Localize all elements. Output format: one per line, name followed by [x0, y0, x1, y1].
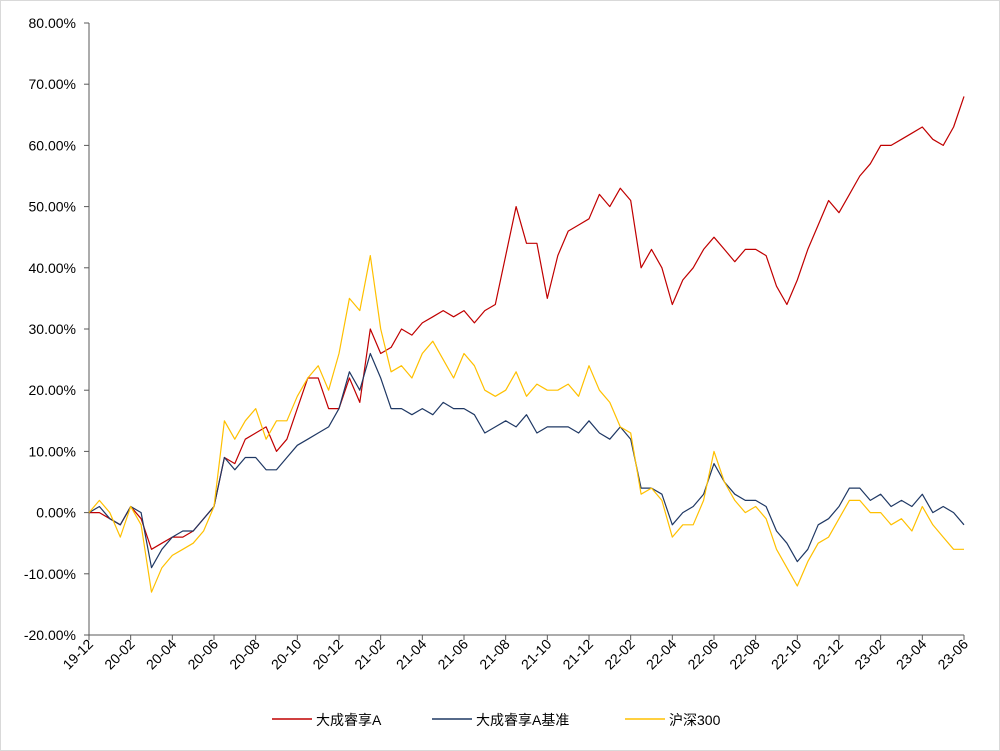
- x-tick-label: 21-10: [518, 636, 555, 673]
- x-tick-label: 22-06: [684, 636, 721, 673]
- y-tick-label: 60.00%: [29, 137, 76, 153]
- y-tick-label: 10.00%: [29, 443, 76, 459]
- x-tick-label: 22-04: [643, 636, 680, 673]
- y-tick-label: 70.00%: [29, 76, 76, 92]
- y-axis: -20.00% -10.00% 0.00% 10.00% 20.00% 30.00% 40.…: [24, 15, 90, 643]
- x-tick-label: 22-12: [809, 636, 846, 673]
- legend-label: 沪深300: [669, 712, 721, 728]
- series-line: [88, 255, 964, 593]
- x-tick-label: 23-02: [851, 636, 888, 673]
- y-tick-label: 80.00%: [29, 15, 76, 31]
- x-tick-label: 20-04: [143, 636, 180, 673]
- x-tick-label: 23-04: [893, 636, 930, 673]
- x-tick-label: 20-06: [184, 636, 221, 673]
- x-tick-label: 21-06: [434, 636, 471, 673]
- y-tick-label: 0.00%: [36, 505, 76, 521]
- x-tick-label: 23-06: [934, 636, 971, 673]
- series-line: [88, 352, 965, 569]
- x-tick-label: 21-02: [351, 636, 388, 673]
- x-tick-label: 20-12: [309, 636, 346, 673]
- x-tick-label: 22-08: [726, 636, 763, 673]
- x-tick-label: 22-02: [601, 636, 638, 673]
- legend-label: 大成睿享A: [316, 712, 382, 728]
- series-lines: [88, 96, 965, 593]
- x-tick-label: 20-10: [268, 636, 305, 673]
- x-tick-label: 22-10: [768, 636, 805, 673]
- x-axis: 19-12 20-02 20-04 20-06 20-08 20-10 20-12 21-02…: [59, 634, 971, 673]
- y-tick-label: 40.00%: [29, 260, 76, 276]
- y-tick-label: 50.00%: [29, 199, 76, 215]
- x-tick-label: 21-04: [393, 636, 430, 673]
- x-tick-label: 20-02: [101, 636, 138, 673]
- y-tick-label: 30.00%: [29, 321, 76, 337]
- series-line: [89, 96, 965, 550]
- x-tick-label: 21-12: [559, 636, 596, 673]
- legend: 大成睿享A 大成睿享A基准 沪深300: [272, 712, 721, 728]
- y-tick-label: -10.00%: [24, 566, 76, 582]
- y-tick-label: 20.00%: [29, 382, 76, 398]
- x-tick-label: 20-08: [226, 636, 263, 673]
- legend-label: 大成睿享A基准: [476, 712, 569, 728]
- y-tick-label: -20.00%: [24, 627, 76, 643]
- x-tick-label: 21-08: [476, 636, 513, 673]
